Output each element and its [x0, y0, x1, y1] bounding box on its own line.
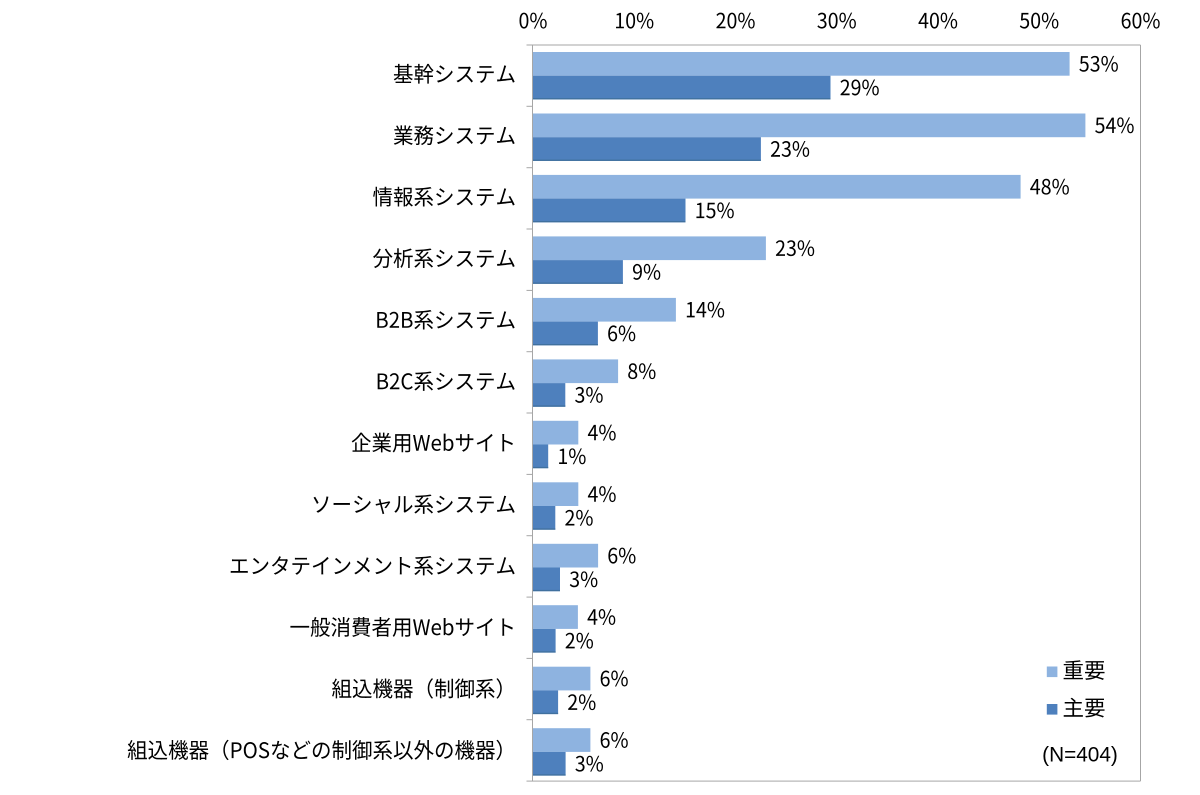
svg-text:(N=404): (N=404): [1042, 743, 1118, 766]
